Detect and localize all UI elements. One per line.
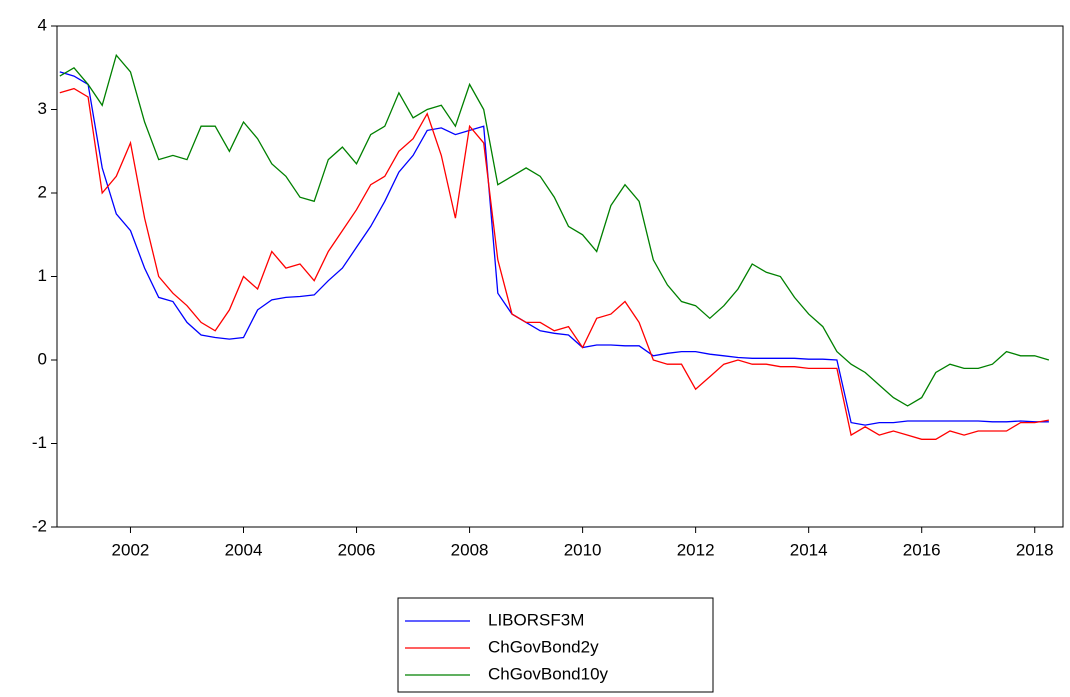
- x-tick-label: 2008: [451, 540, 489, 559]
- series-line: [59, 53, 1050, 407]
- x-tick-label: 2004: [225, 540, 263, 559]
- y-tick-label: -1: [32, 433, 47, 452]
- y-tick-label: 4: [38, 15, 47, 34]
- x-tick-label: 2012: [677, 540, 715, 559]
- y-tick-label: 3: [38, 99, 47, 118]
- legend-label: LIBORSF3M: [488, 610, 584, 629]
- y-tick-label: 1: [38, 266, 47, 285]
- x-tick-label: 2010: [564, 540, 602, 559]
- x-tick-label: 2016: [903, 540, 941, 559]
- plot-frame: [56, 25, 1064, 528]
- legend-label: ChGovBond2y: [488, 637, 599, 656]
- legend-box: [397, 597, 714, 693]
- y-tick-label: 2: [38, 182, 47, 201]
- x-tick-label: 2002: [112, 540, 150, 559]
- x-tick-label: 2014: [790, 540, 828, 559]
- legend-label: ChGovBond10y: [488, 664, 609, 683]
- series-line: [59, 71, 1049, 426]
- y-tick-label: -2: [32, 516, 47, 535]
- series-line: [59, 87, 1050, 440]
- x-tick-label: 2006: [338, 540, 376, 559]
- x-tick-label: 2018: [1016, 540, 1054, 559]
- y-tick-label: 0: [38, 349, 47, 368]
